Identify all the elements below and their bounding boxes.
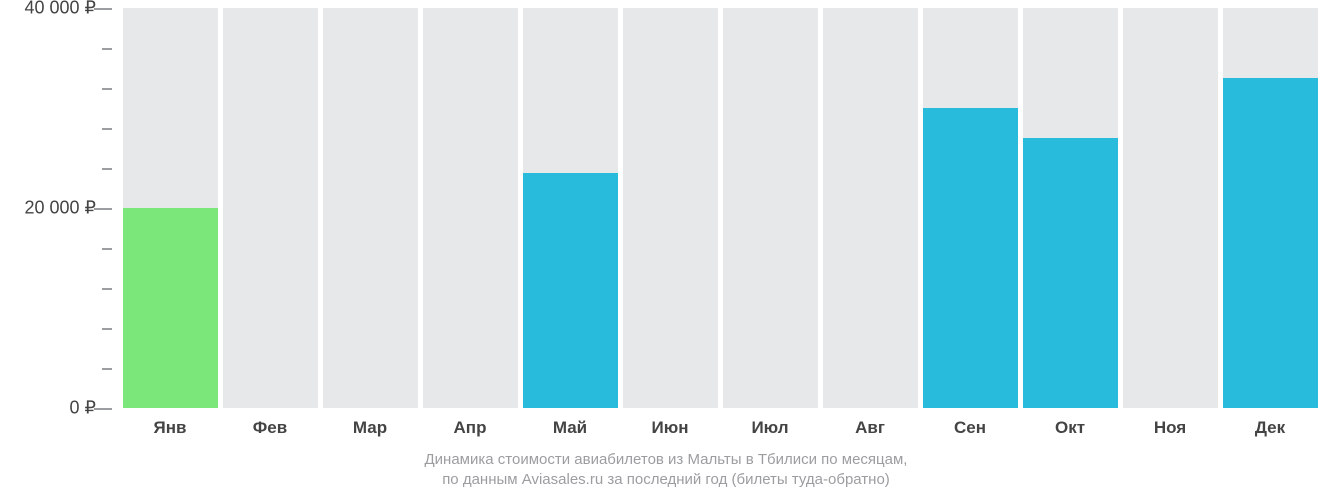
y-axis: 0 ₽20 000 ₽40 000 ₽ [0,8,120,408]
y-axis-label: 20 000 ₽ [0,198,96,219]
x-axis-label: Авг [820,418,920,448]
y-axis-minor-tick [102,48,112,50]
x-axis-label: Апр [420,418,520,448]
chart-columns [120,8,1320,408]
chart-column [1220,8,1320,408]
chart-column [720,8,820,408]
chart-caption-line1: Динамика стоимости авиабилетов из Мальты… [425,451,908,468]
x-axis-label: Мар [320,418,420,448]
y-axis-minor-tick [102,168,112,170]
x-axis-label: Сен [920,418,1020,448]
chart-bar [123,208,218,408]
chart-column-bg [823,8,918,408]
x-axis-label: Янв [120,418,220,448]
x-axis-label: Июл [720,418,820,448]
x-axis-label: Май [520,418,620,448]
y-axis-major-tick [94,208,112,210]
chart-bar [523,173,618,408]
chart-column [420,8,520,408]
chart-column-bg [723,8,818,408]
x-axis-label: Дек [1220,418,1320,448]
y-axis-major-tick [94,408,112,410]
chart-bar [1023,138,1118,408]
chart-column-bg [1123,8,1218,408]
x-axis-label: Окт [1020,418,1120,448]
chart-column [120,8,220,408]
y-axis-minor-tick [102,368,112,370]
y-axis-minor-tick [102,88,112,90]
chart-bar [923,108,1018,408]
y-axis-minor-tick [102,288,112,290]
chart-column [220,8,320,408]
y-axis-minor-tick [102,328,112,330]
chart-column [820,8,920,408]
y-axis-major-tick [94,8,112,10]
chart-plot-area [120,8,1320,408]
y-axis-minor-tick [102,128,112,130]
chart-column [320,8,420,408]
price-by-month-chart: 0 ₽20 000 ₽40 000 ₽ ЯнвФевМарАпрМайИюнИю… [0,0,1332,502]
chart-column-bg [323,8,418,408]
chart-column [1020,8,1120,408]
chart-caption-line2: по данным Aviasales.ru за последний год … [442,471,890,488]
x-axis-label: Ноя [1120,418,1220,448]
chart-column [620,8,720,408]
chart-column [920,8,1020,408]
chart-column [520,8,620,408]
x-axis-label: Фев [220,418,320,448]
chart-column-bg [623,8,718,408]
chart-column [1120,8,1220,408]
y-axis-label: 0 ₽ [0,398,96,419]
chart-bar [1223,78,1318,408]
y-axis-label: 40 000 ₽ [0,0,96,19]
chart-column-bg [423,8,518,408]
chart-caption: Динамика стоимости авиабилетов из Мальты… [0,450,1332,491]
y-axis-minor-tick [102,248,112,250]
x-axis-label: Июн [620,418,720,448]
chart-column-bg [223,8,318,408]
x-axis-labels: ЯнвФевМарАпрМайИюнИюлАвгСенОктНояДек [120,418,1320,448]
